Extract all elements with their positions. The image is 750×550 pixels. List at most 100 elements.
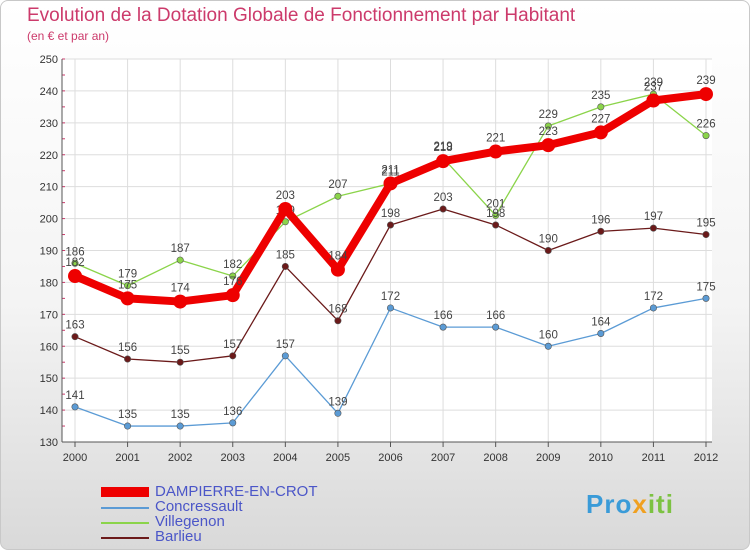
data-point bbox=[386, 304, 394, 312]
x-tick-label: 2006 bbox=[378, 452, 402, 464]
data-label: 176 bbox=[223, 276, 242, 288]
y-tick-label: 190 bbox=[40, 246, 58, 258]
data-label: 182 bbox=[65, 257, 84, 269]
data-point bbox=[281, 262, 289, 270]
data-label: 163 bbox=[65, 320, 84, 332]
logo-part-2: x bbox=[632, 489, 648, 519]
data-point bbox=[386, 221, 394, 229]
data-label: 218 bbox=[433, 142, 452, 154]
data-label: 203 bbox=[433, 192, 452, 204]
y-tick-label: 200 bbox=[40, 214, 58, 226]
data-label: 221 bbox=[486, 133, 505, 145]
data-label: 166 bbox=[433, 310, 452, 322]
data-label: 179 bbox=[118, 269, 137, 281]
legend-swatch-concressault bbox=[101, 507, 149, 509]
data-point bbox=[597, 103, 605, 111]
y-tick-label: 140 bbox=[40, 405, 58, 417]
data-point bbox=[544, 122, 552, 130]
data-point bbox=[229, 272, 237, 280]
data-label: 157 bbox=[223, 339, 242, 351]
legend-label-dampierre: DAMPIERRE-EN-CROT bbox=[155, 483, 318, 500]
data-point bbox=[176, 422, 184, 430]
data-label: 157 bbox=[276, 339, 295, 351]
data-point bbox=[699, 87, 713, 102]
x-tick-label: 2012 bbox=[694, 452, 718, 464]
x-tick-label: 2002 bbox=[168, 452, 192, 464]
x-tick-label: 2004 bbox=[273, 452, 297, 464]
data-point bbox=[71, 259, 79, 267]
data-point bbox=[278, 202, 293, 217]
x-tick-label: 2001 bbox=[115, 452, 139, 464]
data-point bbox=[593, 125, 608, 140]
data-point bbox=[702, 132, 710, 140]
data-point bbox=[383, 176, 398, 191]
y-tick-label: 250 bbox=[40, 54, 58, 66]
data-label: 239 bbox=[644, 77, 663, 89]
data-label: 211 bbox=[381, 166, 399, 178]
x-tick-label: 2008 bbox=[483, 452, 507, 464]
data-label: 211 bbox=[381, 164, 399, 176]
data-label: 198 bbox=[381, 208, 400, 220]
data-label: 237 bbox=[644, 81, 663, 93]
data-point bbox=[330, 262, 345, 277]
x-tick-label: 2003 bbox=[221, 452, 245, 464]
data-label: 166 bbox=[486, 310, 505, 322]
legend-label-concressault: Concressault bbox=[155, 498, 243, 515]
data-label: 172 bbox=[381, 291, 400, 303]
logo-part-3: iti bbox=[647, 489, 674, 519]
data-label: 235 bbox=[591, 90, 610, 102]
legend-swatch-dampierre bbox=[101, 487, 149, 497]
data-label: 164 bbox=[591, 316, 611, 328]
data-label: 186 bbox=[65, 246, 84, 258]
data-label: 207 bbox=[328, 179, 347, 191]
legend-swatch-villegenon bbox=[101, 522, 149, 524]
data-point bbox=[492, 323, 500, 331]
data-point bbox=[436, 154, 451, 169]
y-tick-label: 240 bbox=[40, 86, 58, 98]
data-point bbox=[225, 288, 240, 303]
chart-title: Evolution de la Dotation Globale de Fonc… bbox=[27, 5, 576, 26]
data-label: 195 bbox=[696, 218, 715, 230]
data-label: 135 bbox=[118, 409, 137, 421]
data-label: 185 bbox=[276, 249, 295, 261]
data-label: 175 bbox=[696, 281, 715, 293]
chart-subtitle: (en € et par an) bbox=[27, 29, 110, 43]
data-point bbox=[124, 422, 132, 430]
data-point bbox=[229, 419, 237, 427]
data-label: 174 bbox=[171, 283, 191, 295]
data-label: 168 bbox=[328, 304, 347, 316]
data-point bbox=[544, 247, 552, 255]
x-tick-label: 2011 bbox=[642, 452, 666, 464]
data-label: 201 bbox=[486, 198, 505, 210]
data-label: 139 bbox=[328, 396, 347, 408]
proxiti-logo: Proxiti bbox=[586, 489, 674, 520]
data-point bbox=[492, 221, 500, 229]
data-point bbox=[649, 304, 657, 312]
data-label: 160 bbox=[539, 329, 558, 341]
data-label: 239 bbox=[696, 75, 715, 87]
data-label: 135 bbox=[171, 409, 190, 421]
x-tick-label: 2000 bbox=[63, 452, 87, 464]
data-label: 229 bbox=[539, 109, 558, 121]
data-label: 184 bbox=[328, 251, 348, 263]
data-point bbox=[229, 352, 237, 360]
data-label: 156 bbox=[118, 342, 137, 354]
x-tick-label: 2007 bbox=[431, 452, 455, 464]
data-point bbox=[492, 211, 500, 219]
data-label: 223 bbox=[539, 126, 558, 138]
data-point bbox=[702, 231, 710, 239]
data-label: 219 bbox=[433, 141, 452, 153]
data-point bbox=[597, 227, 605, 235]
data-label: 187 bbox=[171, 243, 190, 255]
data-label: 203 bbox=[276, 190, 295, 202]
data-point bbox=[597, 329, 605, 337]
data-label: 226 bbox=[696, 119, 715, 131]
data-label: 182 bbox=[223, 259, 242, 271]
data-point bbox=[124, 282, 132, 290]
data-point bbox=[124, 355, 132, 363]
logo-part-1: Pro bbox=[586, 489, 633, 519]
y-tick-label: 210 bbox=[40, 182, 58, 194]
y-tick-label: 230 bbox=[40, 118, 58, 130]
data-point bbox=[541, 138, 556, 153]
